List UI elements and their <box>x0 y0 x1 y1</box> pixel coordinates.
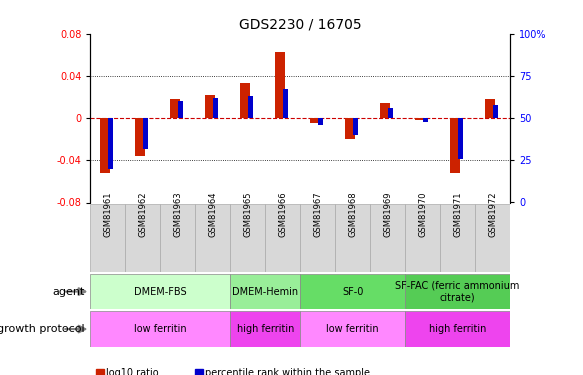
Bar <box>170 99 180 118</box>
Text: high ferritin: high ferritin <box>429 324 486 334</box>
Bar <box>248 96 253 118</box>
Bar <box>458 118 463 159</box>
Text: low ferritin: low ferritin <box>326 324 379 334</box>
Text: GSM81965: GSM81965 <box>243 191 252 237</box>
Bar <box>335 204 370 272</box>
Bar <box>440 204 475 272</box>
Bar <box>213 98 218 118</box>
Bar <box>388 108 393 118</box>
Bar <box>265 204 300 272</box>
Bar <box>345 118 355 139</box>
Bar <box>318 118 323 125</box>
Bar <box>125 204 160 272</box>
Bar <box>485 99 495 118</box>
Text: DMEM-FBS: DMEM-FBS <box>134 286 187 297</box>
Bar <box>230 204 265 272</box>
Text: agent: agent <box>52 286 85 297</box>
Bar <box>135 118 145 156</box>
Text: GSM81966: GSM81966 <box>278 191 287 237</box>
Bar <box>475 204 510 272</box>
Text: SF-0: SF-0 <box>342 286 363 297</box>
Bar <box>423 118 428 122</box>
Text: GSM81968: GSM81968 <box>348 191 357 237</box>
Text: GSM81961: GSM81961 <box>103 191 113 237</box>
Bar <box>275 52 285 118</box>
Bar <box>450 118 460 173</box>
Bar <box>300 204 335 272</box>
Text: GSM81971: GSM81971 <box>453 191 462 237</box>
Bar <box>143 118 148 148</box>
Bar <box>178 101 183 118</box>
Bar <box>160 204 195 272</box>
Bar <box>100 118 110 173</box>
Text: growth protocol: growth protocol <box>0 324 85 334</box>
Text: GSM81969: GSM81969 <box>383 191 392 237</box>
Bar <box>300 274 405 309</box>
Bar <box>90 274 230 309</box>
Text: GSM81970: GSM81970 <box>418 191 427 237</box>
Bar <box>90 204 125 272</box>
Bar <box>493 105 498 118</box>
Text: GSM81967: GSM81967 <box>313 191 322 237</box>
Text: SF-FAC (ferric ammonium
citrate): SF-FAC (ferric ammonium citrate) <box>395 281 520 302</box>
Text: low ferritin: low ferritin <box>134 324 187 334</box>
Bar <box>310 118 320 123</box>
Bar <box>205 95 215 118</box>
Text: GSM81964: GSM81964 <box>208 191 217 237</box>
Title: GDS2230 / 16705: GDS2230 / 16705 <box>239 17 361 31</box>
Bar <box>230 274 300 309</box>
Bar <box>240 83 250 118</box>
Text: GSM81962: GSM81962 <box>138 191 147 237</box>
Bar <box>283 90 288 118</box>
Bar <box>405 204 440 272</box>
Text: percentile rank within the sample: percentile rank within the sample <box>205 368 370 375</box>
Text: high ferritin: high ferritin <box>237 324 294 334</box>
Bar <box>415 118 425 120</box>
Bar <box>380 104 390 118</box>
Bar <box>405 311 510 347</box>
Bar <box>108 118 113 169</box>
Text: DMEM-Hemin: DMEM-Hemin <box>232 286 298 297</box>
Bar <box>230 311 300 347</box>
Text: GSM81963: GSM81963 <box>173 191 182 237</box>
Bar <box>195 204 230 272</box>
Bar <box>90 311 230 347</box>
Bar <box>300 311 405 347</box>
Bar <box>353 118 358 135</box>
Text: log10 ratio: log10 ratio <box>106 368 159 375</box>
Bar <box>370 204 405 272</box>
Text: GSM81972: GSM81972 <box>488 191 497 237</box>
Bar <box>405 274 510 309</box>
